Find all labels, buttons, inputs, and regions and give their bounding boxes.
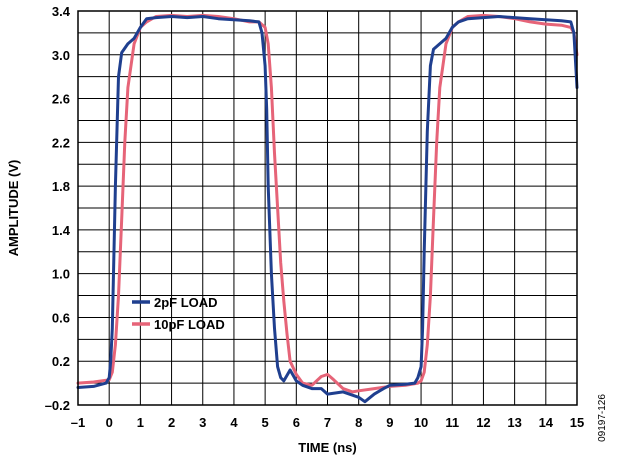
x-tick-label: 7: [324, 415, 331, 430]
x-tick-label: 1: [137, 415, 144, 430]
x-tick-label: 6: [293, 415, 300, 430]
x-tick-label: 0: [106, 415, 113, 430]
x-tick-label: 13: [507, 415, 521, 430]
y-tick-label: 1.4: [52, 223, 71, 238]
y-tick-label: 2.2: [52, 135, 70, 150]
x-axis-label: TIME (ns): [298, 440, 357, 455]
y-tick-label: 0.6: [52, 310, 70, 325]
x-tick-label: 5: [262, 415, 269, 430]
y-axis-label: AMPLITUDE (V): [6, 160, 21, 257]
plot-frame: [77, 10, 578, 406]
x-tick-label: 2: [168, 415, 175, 430]
figure-id: 09197-126: [597, 394, 608, 442]
y-tick-label: 0.2: [52, 354, 70, 369]
y-tick-label: 2.6: [52, 92, 70, 107]
legend-label-10pf: 10pF LOAD: [154, 317, 225, 332]
legend-label-2pf: 2pF LOAD: [154, 295, 218, 310]
x-tick-label: –1: [71, 415, 85, 430]
x-tick-label: 4: [230, 415, 238, 430]
legend: 2pF LOAD 10pF LOAD: [132, 295, 225, 332]
series-2pf-load-line: [76, 15, 579, 404]
y-tick-label: 3.4: [52, 4, 71, 19]
x-tick-label: 11: [445, 415, 459, 430]
x-tick-label: 14: [539, 415, 554, 430]
grid: [77, 10, 578, 406]
y-tick-label: –0.2: [45, 398, 70, 413]
x-tick-label: 3: [199, 415, 206, 430]
x-tick-label: 15: [570, 415, 584, 430]
series-lines: [76, 13, 579, 404]
y-tick-label: 1.0: [52, 267, 70, 282]
y-tick-label: 3.0: [52, 48, 70, 63]
x-tick-label: 9: [386, 415, 393, 430]
x-tick-label: 12: [476, 415, 490, 430]
x-tick-label: 10: [414, 415, 428, 430]
x-tick-labels: –1 0 1 2 3 4 5 6 7 8 9 10 11 12 13 14 15: [71, 415, 584, 430]
y-tick-labels: 3.4 3.0 2.6 2.2 1.8 1.4 1.0 0.6 0.2 –0.2: [45, 4, 71, 413]
y-tick-label: 1.8: [52, 179, 70, 194]
x-tick-label: 8: [355, 415, 362, 430]
